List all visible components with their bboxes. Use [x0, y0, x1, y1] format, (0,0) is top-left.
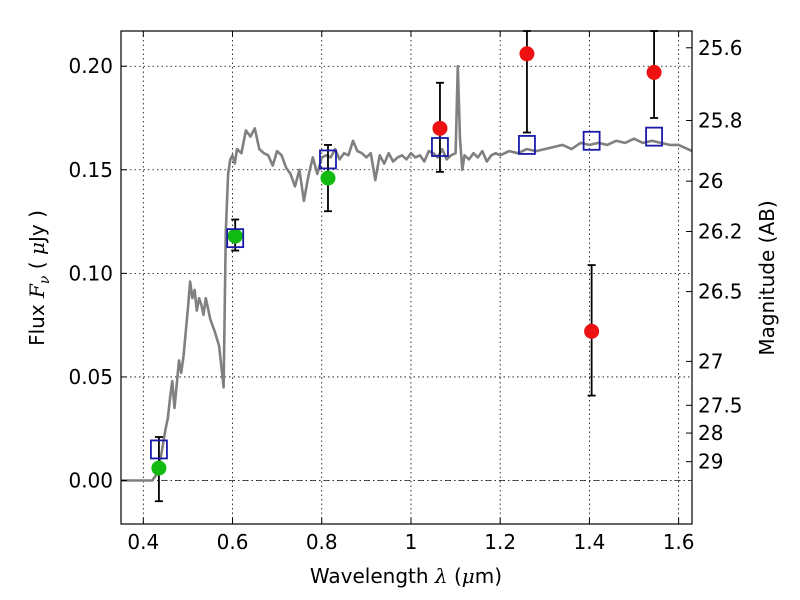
red-point — [646, 64, 662, 80]
x-tick-label: 1.4 — [573, 530, 605, 554]
plot-frame — [120, 30, 693, 525]
x-tick-label: 0.4 — [127, 530, 159, 554]
grid — [121, 31, 692, 524]
model-square-point — [150, 439, 168, 460]
mag-tick-label: 26.5 — [698, 280, 743, 304]
x-tick-label: 0.6 — [217, 530, 249, 554]
model-square-point — [518, 135, 536, 155]
model-square-point — [431, 137, 449, 157]
red-point — [432, 120, 448, 136]
mag-tick-label: 25.8 — [698, 108, 743, 132]
mag-tick-label: 29 — [698, 450, 723, 474]
y-tick-label: 0.00 — [68, 469, 113, 493]
mag-tick-label: 26.2 — [698, 220, 743, 244]
y-axis-right-label: Magnitude (AB) — [755, 200, 779, 355]
red-point — [519, 46, 535, 62]
x-axis-label: Wavelength λ (μm) — [310, 564, 502, 588]
mag-tick-label: 27.5 — [698, 393, 743, 417]
mag-tick-label: 27 — [698, 349, 723, 373]
green-point — [320, 170, 336, 186]
y-tick-label: 0.05 — [68, 365, 113, 389]
x-tick-label: 1.6 — [663, 530, 695, 554]
model-square-point — [582, 130, 601, 151]
red-point — [584, 323, 600, 339]
y-tick-label: 0.15 — [68, 158, 113, 182]
plot-area — [121, 30, 693, 503]
mag-tick-label: 26 — [698, 169, 723, 193]
y-axis-label: Flux Fν ( μJy ) — [25, 210, 53, 346]
x-tick-label: 1 — [405, 530, 418, 554]
model-square-point — [645, 126, 663, 147]
model-square-point — [226, 228, 245, 249]
model-square-point — [319, 149, 337, 170]
green-point — [227, 228, 243, 244]
y-tick-label: 0.20 — [68, 54, 113, 78]
x-tick-label: 0.8 — [306, 530, 338, 554]
ticks: 0.4 0.6 0.8 1 1.2 1.4 1.6 0.00 0.05 0.10 0.15 0.20 2… — [68, 31, 743, 554]
y-tick-label: 0.10 — [68, 261, 113, 285]
x-tick-label: 1.2 — [484, 530, 516, 554]
green-point — [151, 460, 167, 476]
mag-tick-label: 28 — [698, 421, 723, 445]
mag-tick-label: 25.6 — [698, 36, 743, 60]
